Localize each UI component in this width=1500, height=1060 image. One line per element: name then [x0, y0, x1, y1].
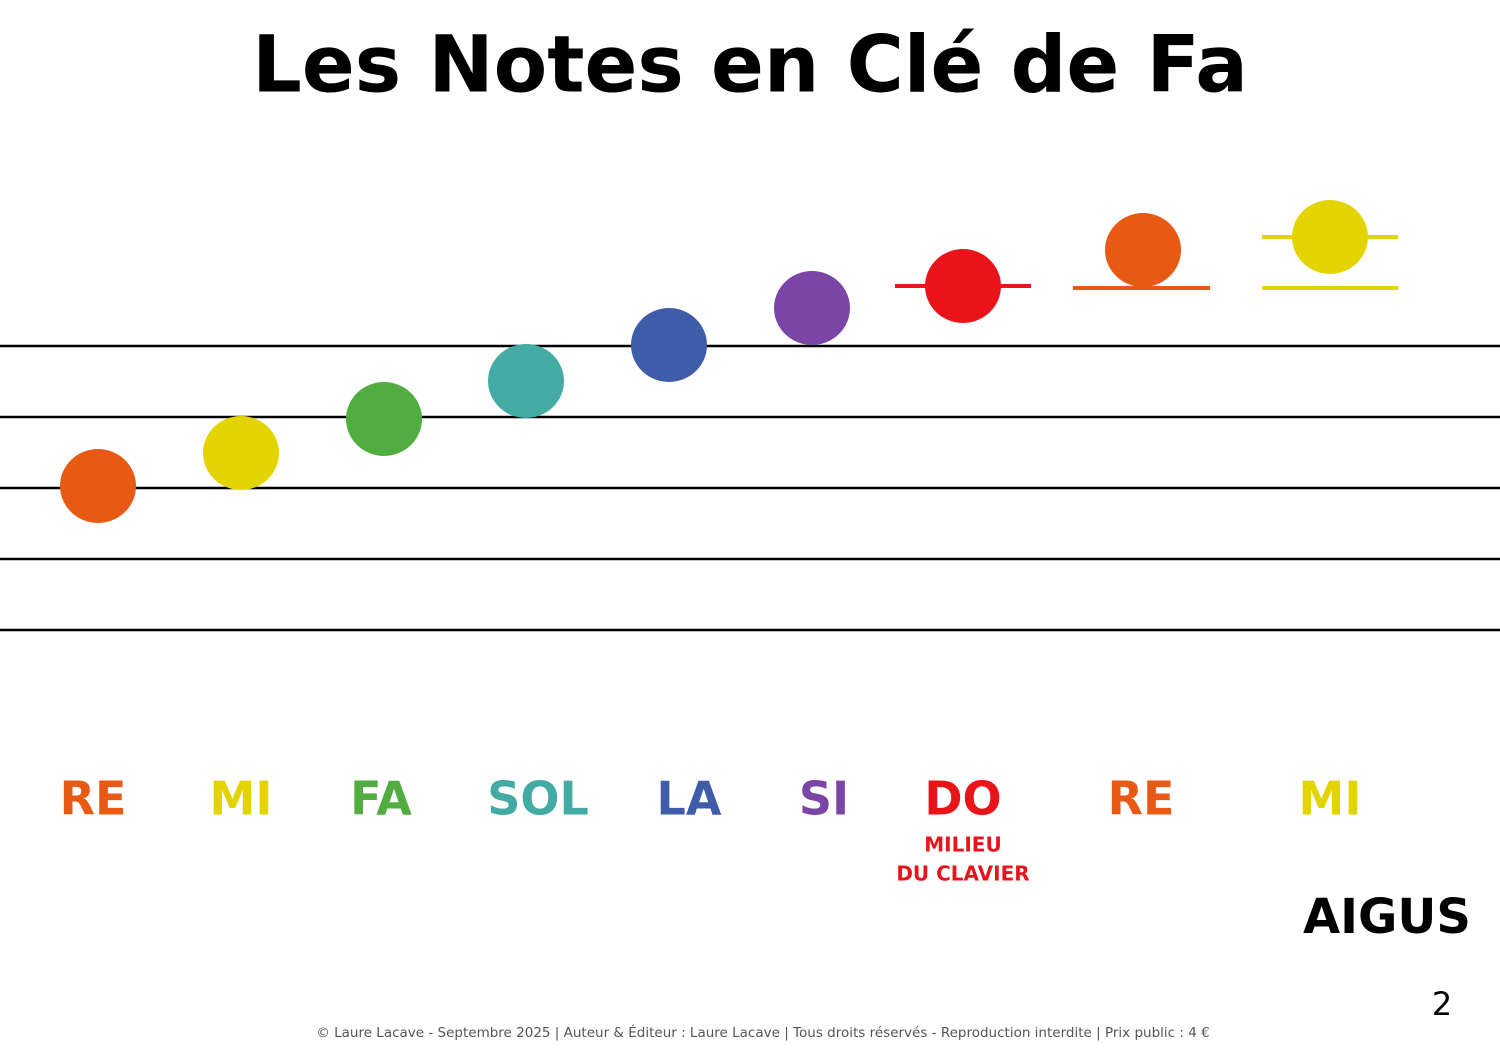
note-head [60, 449, 136, 523]
title: Les Notes en Clé de Fa [252, 20, 1248, 110]
note-head [488, 344, 564, 418]
middle-annotation: MILIEU [924, 833, 1001, 857]
footer: © Laure Lacave - Septembre 2025 | Auteur… [316, 1024, 1209, 1041]
note-head [1292, 200, 1368, 274]
note-head [1105, 213, 1181, 287]
note-label: DO [924, 772, 1001, 826]
note-head [631, 308, 707, 382]
note-head [925, 249, 1001, 323]
note-label: LA [657, 772, 722, 826]
note-head [774, 271, 850, 345]
note-label: MI [1299, 772, 1362, 826]
middle-annotation: DU CLAVIER [896, 862, 1029, 886]
note-head [346, 382, 422, 456]
note-label: MI [210, 772, 273, 826]
note-label: FA [350, 772, 412, 826]
page-number: 2 [1432, 985, 1452, 1023]
note-label: RE [1108, 772, 1175, 826]
note-head [203, 416, 279, 490]
register-label: AIGUS [1303, 889, 1471, 945]
note-label: SI [799, 772, 849, 826]
note-label: RE [60, 772, 127, 826]
staff [0, 344, 1500, 632]
note-label: SOL [487, 772, 589, 826]
